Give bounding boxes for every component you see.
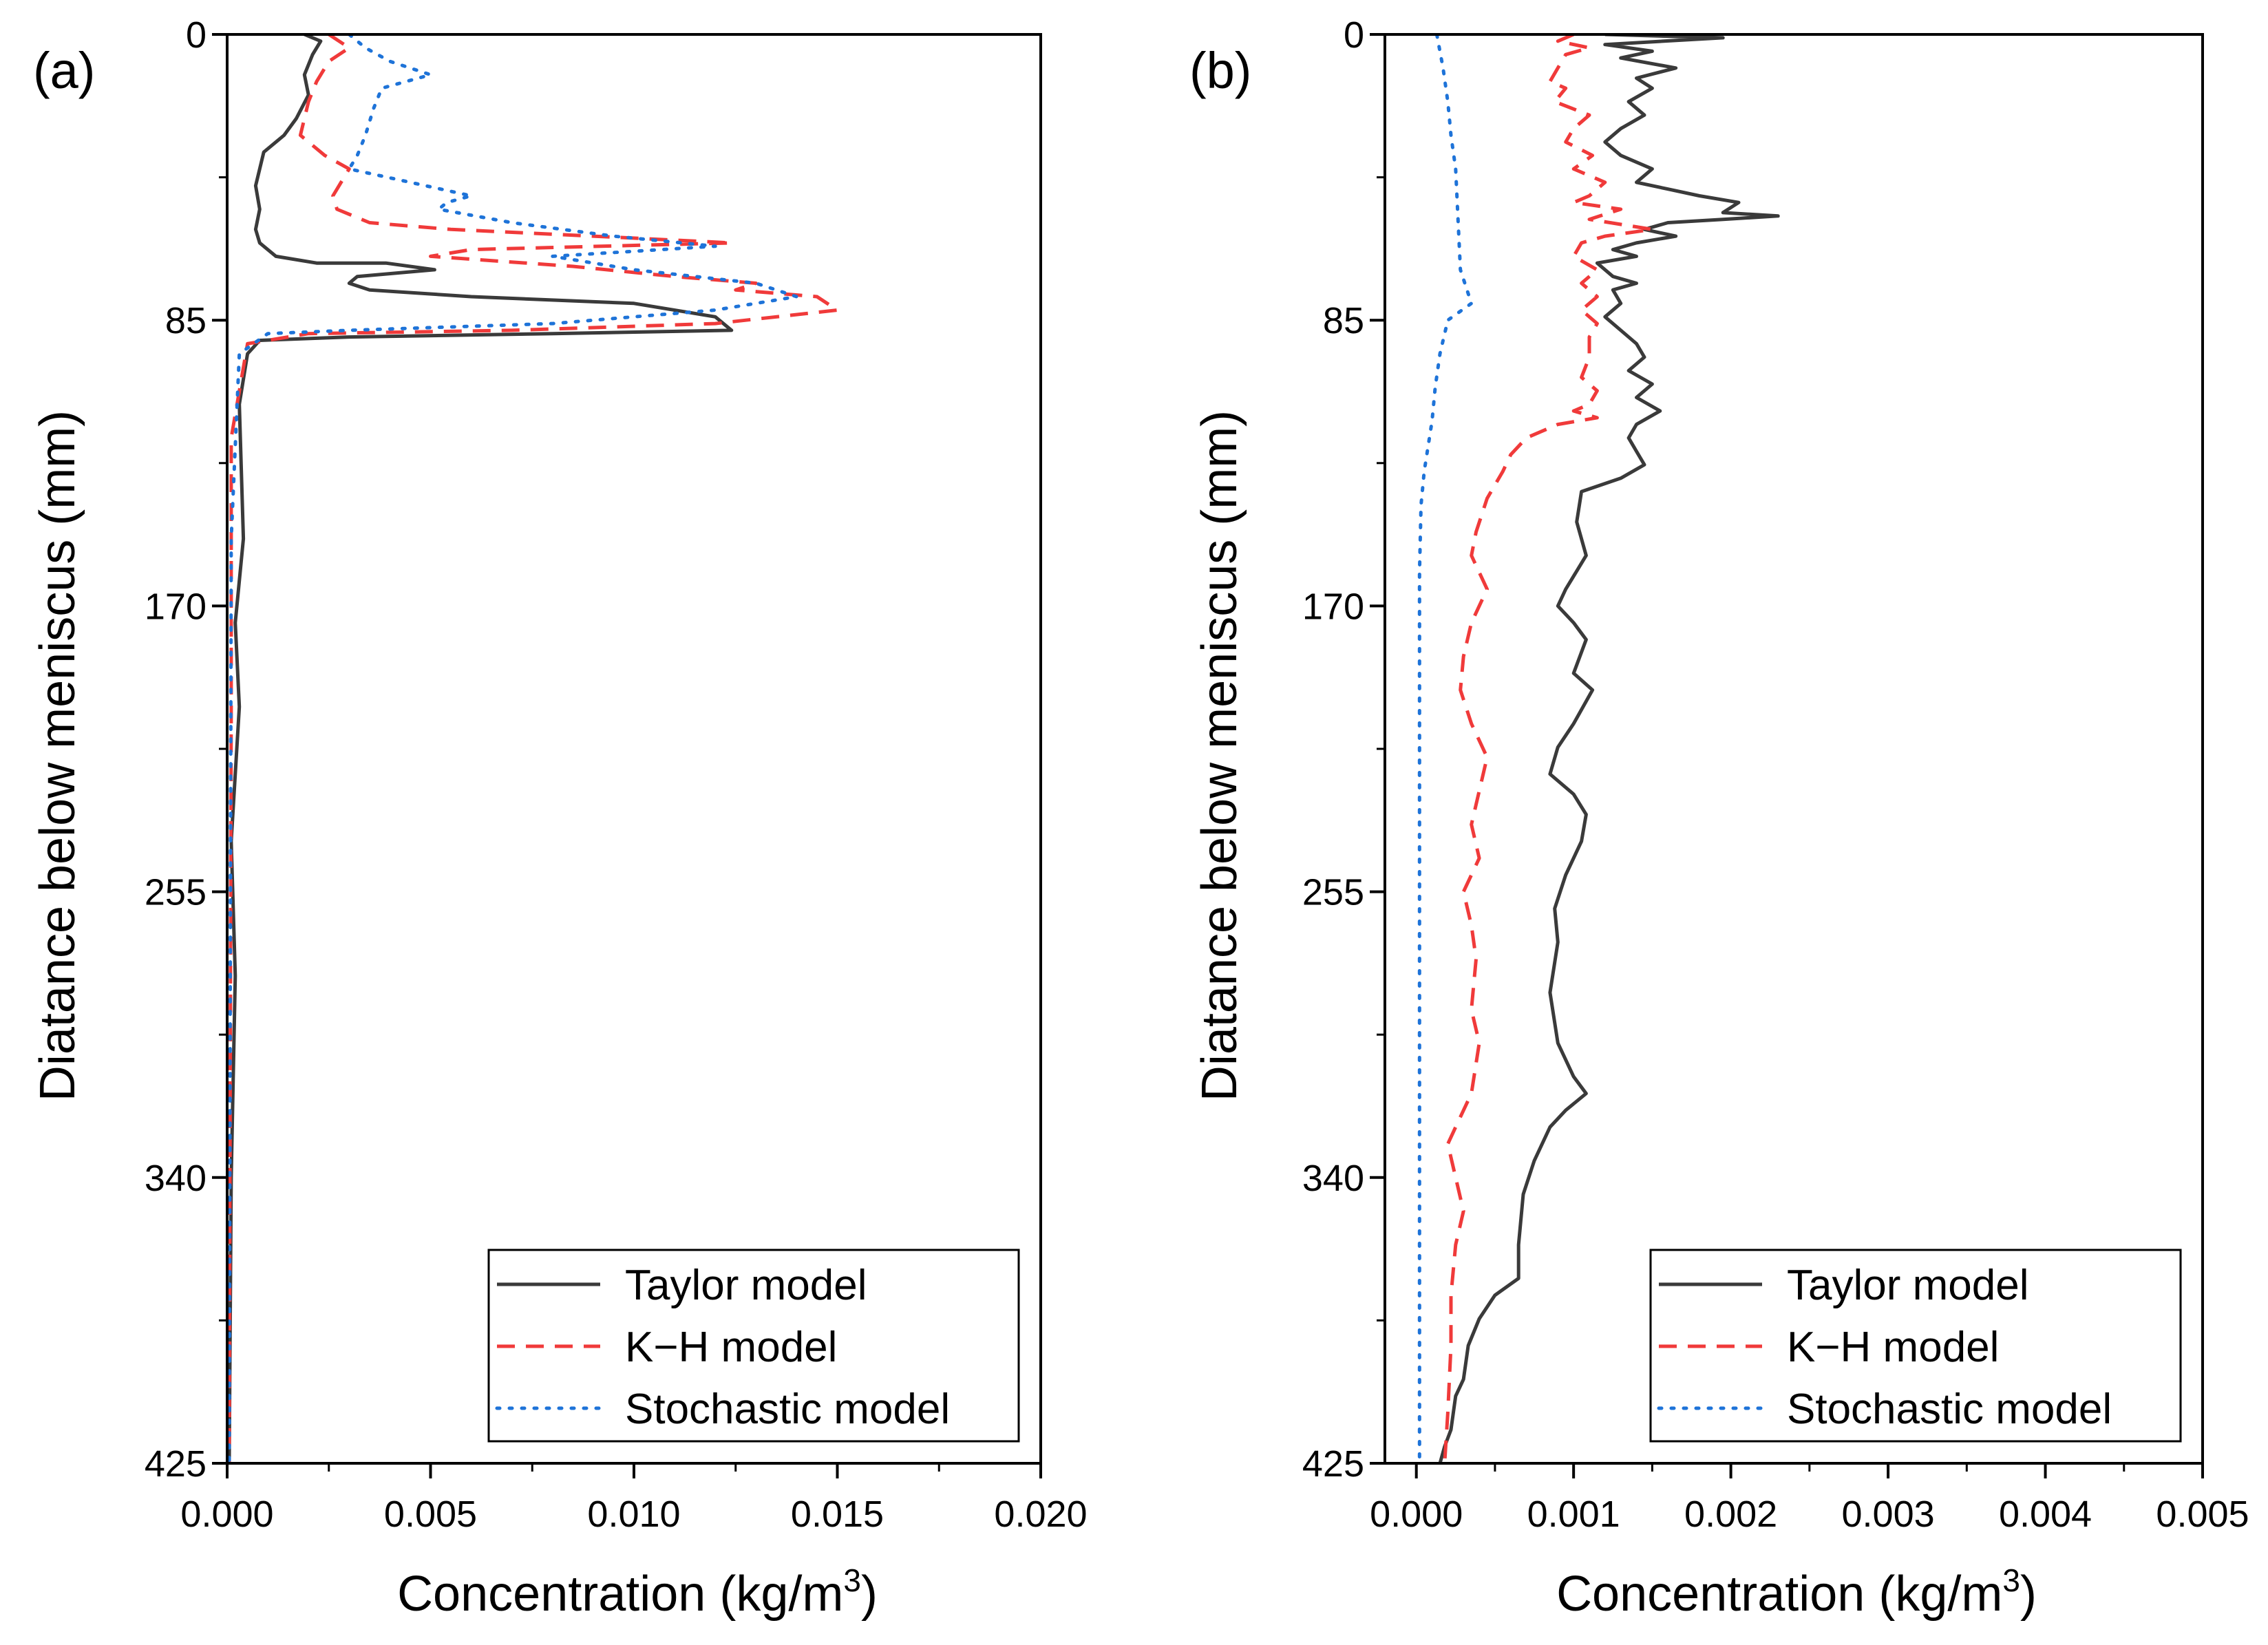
panel-a-x-tick-label: 0.015 (791, 1494, 884, 1535)
panel-a-legend-label: K−H model (625, 1324, 837, 1371)
panel-a: (a) Diatance below meniscus (mm) Concent… (30, 14, 1088, 1622)
panel-a-y-tick-label: 0 (186, 14, 206, 56)
panel-a-y-tick-label: 425 (145, 1443, 206, 1485)
panel-a-legend-box (487, 1249, 1020, 1443)
panel-b-x-tick-label: 0.005 (2156, 1494, 2249, 1535)
panel-b-legend: Taylor model K−H model Stochastic model (1649, 1249, 2182, 1443)
panel-a-legend-label: Stochastic model (625, 1386, 950, 1433)
panel-a-plot-area: 0.000 0.005 0.010 0.015 0.020 0 85 170 255 340 425… (145, 14, 1088, 1535)
panel-b-x-tick-label: 0.001 (1527, 1494, 1620, 1535)
panel-a-series-taylor-model (227, 34, 734, 1463)
panel-b-legend-label: Stochastic model (1787, 1386, 2112, 1433)
panel-b-series-k-h-model (1443, 34, 1654, 1463)
panel-a-series-k-h-model (227, 34, 839, 1463)
panel-b-y-tick-label: 85 (1323, 300, 1364, 341)
panel-b-x-tick-label: 0.000 (1370, 1494, 1463, 1535)
panel-a-series-group (227, 34, 839, 1463)
panel-a-x-tick-label: 0.010 (587, 1494, 680, 1535)
panel-a-legend: Taylor model K−H model Stochastic model (487, 1249, 1020, 1443)
panel-a-x-tick-label: 0.005 (384, 1494, 477, 1535)
panel-b-x-tick-label: 0.002 (1684, 1494, 1777, 1535)
panel-b-x-tick-label: 0.004 (1999, 1494, 2092, 1535)
panel-a-y-tick-label: 85 (165, 300, 206, 341)
panel-b-y-tick-label: 425 (1302, 1443, 1364, 1485)
panel-b-series-taylor-model (1438, 34, 1780, 1463)
panel-a-x-tick-label: 0.000 (180, 1494, 273, 1535)
panel-b-y-tick-label: 0 (1344, 14, 1364, 56)
panel-a-y-tick-label: 255 (145, 872, 206, 913)
panel-b-plot-area: 0.000 0.001 0.002 0.003 0.004 0.005 0 85 170 255 3… (1302, 14, 2249, 1535)
panel-a-y-axis-label: Diatance below meniscus (mm) (30, 410, 85, 1101)
panel-b-series-group (1417, 34, 1780, 1463)
panel-b-y-tick-label: 170 (1302, 586, 1364, 627)
panel-a-x-axis-label: Concentration (kg/m3) (397, 1562, 878, 1622)
panel-a-x-tick-label: 0.020 (994, 1494, 1087, 1535)
panel-b-series-stochastic-model (1417, 34, 1474, 1463)
panel-b-legend-label: K−H model (1787, 1324, 1999, 1371)
panel-a-y-tick-label: 340 (145, 1158, 206, 1199)
panel-a-legend-label: Taylor model (625, 1262, 867, 1309)
panel-a-y-tick-label: 170 (145, 586, 206, 627)
panel-b-legend-label: Taylor model (1787, 1262, 2028, 1309)
panel-b: (b) Diatance below meniscus (mm) Concent… (1189, 14, 2249, 1622)
panel-a-series-stochastic-model (227, 34, 798, 1463)
panel-b-legend-box (1649, 1249, 2182, 1443)
panel-b-x-tick-label: 0.003 (1842, 1494, 1935, 1535)
panel-b-x-axis-label: Concentration (kg/m3) (1556, 1562, 2037, 1622)
panel-b-y-tick-label: 340 (1302, 1158, 1364, 1199)
panel-b-label: (b) (1189, 42, 1251, 99)
panel-b-y-axis-label: Diatance below meniscus (mm) (1192, 410, 1247, 1101)
panel-a-label: (a) (33, 42, 95, 99)
panel-b-y-tick-label: 255 (1302, 872, 1364, 913)
